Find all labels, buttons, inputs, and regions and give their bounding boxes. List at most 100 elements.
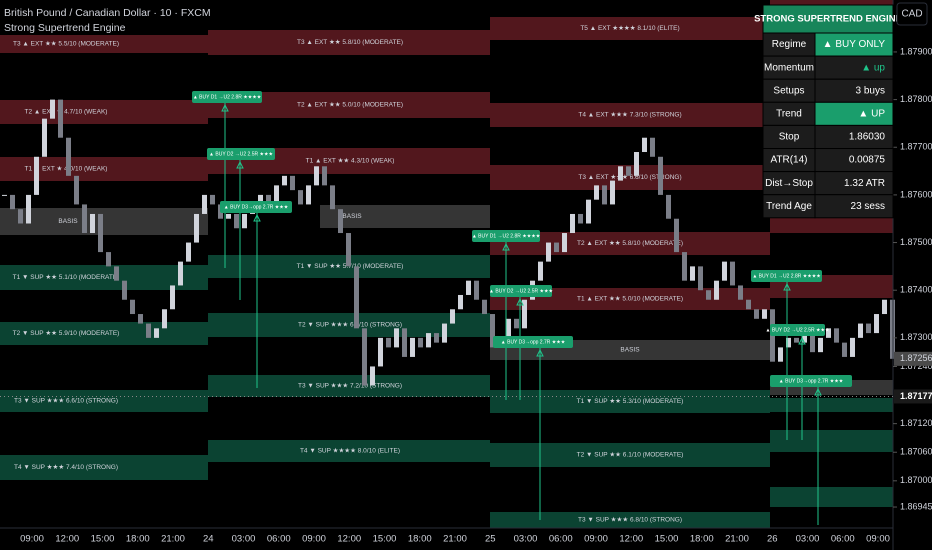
- x-tick-label: 18:00: [690, 534, 714, 545]
- currency-box[interactable]: [896, 2, 928, 26]
- table-key: Stop: [779, 132, 800, 143]
- candle: [738, 285, 743, 300]
- zone-label: BASIS: [620, 347, 640, 354]
- candle: [106, 252, 111, 267]
- candle: [162, 309, 167, 329]
- signal-label: ▲ BUY D2 →U2 2.5R ★★★: [489, 288, 553, 294]
- candle: [90, 213, 95, 234]
- zone-label: T3 ▲ EXT ★★ 5.8/10 (MODERATE): [297, 38, 403, 46]
- last-price-box: [894, 351, 932, 366]
- zone-sup: [208, 255, 490, 278]
- zone-sup: [770, 430, 893, 452]
- zone-label: T3 ▼ SUP ★★★ 7.2/10 (STRONG): [298, 382, 402, 390]
- zone-ext: [490, 17, 770, 40]
- signal-label: ▲ BUY D2 →U2 2.5R ★★★: [209, 151, 273, 157]
- signal-arrow: [536, 348, 544, 357]
- candle: [874, 314, 879, 334]
- candle: [642, 137, 647, 153]
- table-value: 1.86030: [849, 132, 886, 143]
- candle: [762, 309, 767, 319]
- x-tick-label: 21:00: [443, 534, 467, 545]
- signals: ▲ BUY D1 →U2 2.8R ★★★★ ▲ BUY D2 →U2 2.5R …: [192, 91, 852, 525]
- zone-label: T2 ▼ SUP ★★★ 6.5/10 (STRONG): [298, 321, 402, 329]
- candle: [274, 185, 279, 205]
- candle: [170, 285, 175, 310]
- x-tick-label: 03:00: [796, 534, 820, 545]
- zone-label: T1 ▼ SUP ★★ 5.3/10 (MODERATE): [577, 397, 684, 405]
- signal-box: [770, 324, 825, 336]
- y-tick-label: 1.87000: [900, 475, 932, 485]
- candle: [386, 337, 391, 348]
- table-key: Regime: [772, 39, 807, 50]
- candle: [434, 333, 439, 343]
- zone-label: T3 ▲ EXT ★★ 5.5/10 (MODERATE): [13, 40, 119, 48]
- candle: [458, 294, 463, 310]
- candle: [378, 337, 383, 367]
- signal-label: ▲ BUY D3→opp 2.7R ★★★: [501, 339, 566, 345]
- candle: [50, 99, 55, 119]
- zone-ext: [0, 100, 208, 124]
- candle: [490, 314, 495, 348]
- x-tick-label: 15:00: [655, 534, 679, 545]
- x-tick-label: 12:00: [619, 534, 643, 545]
- table-value: 3 buys: [856, 85, 885, 96]
- x-tick-label: 12:00: [55, 534, 79, 545]
- x-tick-label: 12:00: [337, 534, 361, 545]
- candle: [410, 337, 415, 357]
- zone-sup: [490, 390, 770, 413]
- chart-title: British Pound / Canadian Dollar · 10 · F…: [4, 7, 211, 19]
- zone-label: T2 ▲ EXT ★ 4.7/10 (WEAK): [25, 108, 108, 116]
- signal-arrow: [783, 282, 791, 291]
- candle: [466, 280, 471, 295]
- candle: [650, 137, 655, 157]
- candle: [130, 299, 135, 315]
- candle: [506, 318, 511, 338]
- candle: [810, 333, 815, 353]
- table-value: 0.00875: [849, 155, 886, 166]
- candle: [58, 99, 63, 138]
- candle: [314, 166, 319, 186]
- y-tick-label: 1.87800: [900, 94, 932, 104]
- zone-ext: [0, 35, 208, 53]
- table-value: ▲ up: [861, 62, 885, 73]
- candle: [322, 166, 327, 186]
- candle: [298, 190, 303, 205]
- candle: [394, 328, 399, 348]
- table-key: Momentum: [764, 62, 814, 73]
- candle: [450, 309, 455, 324]
- x-tick-label: 03:00: [514, 534, 538, 545]
- candle: [370, 366, 375, 386]
- candle: [418, 337, 423, 348]
- table-value: ▲ UP: [858, 108, 885, 119]
- x-tick-label: 18:00: [126, 534, 150, 545]
- candle: [42, 118, 47, 157]
- candle: [66, 137, 71, 176]
- zone-basis: [0, 208, 208, 235]
- candle: [538, 261, 543, 281]
- table-value: 23 sess: [851, 201, 885, 212]
- signal-arrow: [516, 297, 524, 306]
- table-value-cell: [814, 194, 894, 219]
- signal-arrow: [236, 160, 244, 169]
- x-tick-label: 25: [485, 534, 496, 545]
- zone-label: BASIS: [342, 213, 362, 220]
- table-value: ▲ BUY ONLY: [823, 39, 886, 50]
- candle: [426, 333, 431, 348]
- candle: [234, 213, 239, 229]
- candle: [754, 309, 759, 319]
- y-tick-label: 1.87900: [900, 46, 932, 56]
- candle: [282, 175, 287, 186]
- candle: [706, 290, 711, 300]
- currency[interactable]: CAD: [901, 9, 922, 20]
- candle: [818, 337, 823, 353]
- candle: [746, 299, 751, 310]
- signal-label: ▲ BUY D1 →U2 2.8R ★★★★: [193, 94, 262, 100]
- zone-sup: [208, 375, 490, 397]
- candle: [554, 242, 559, 253]
- candle: [34, 156, 39, 195]
- zone-sup: [208, 440, 490, 462]
- candle: [346, 233, 351, 267]
- candle: [474, 280, 479, 300]
- candle: [10, 194, 15, 210]
- candle: [730, 261, 735, 286]
